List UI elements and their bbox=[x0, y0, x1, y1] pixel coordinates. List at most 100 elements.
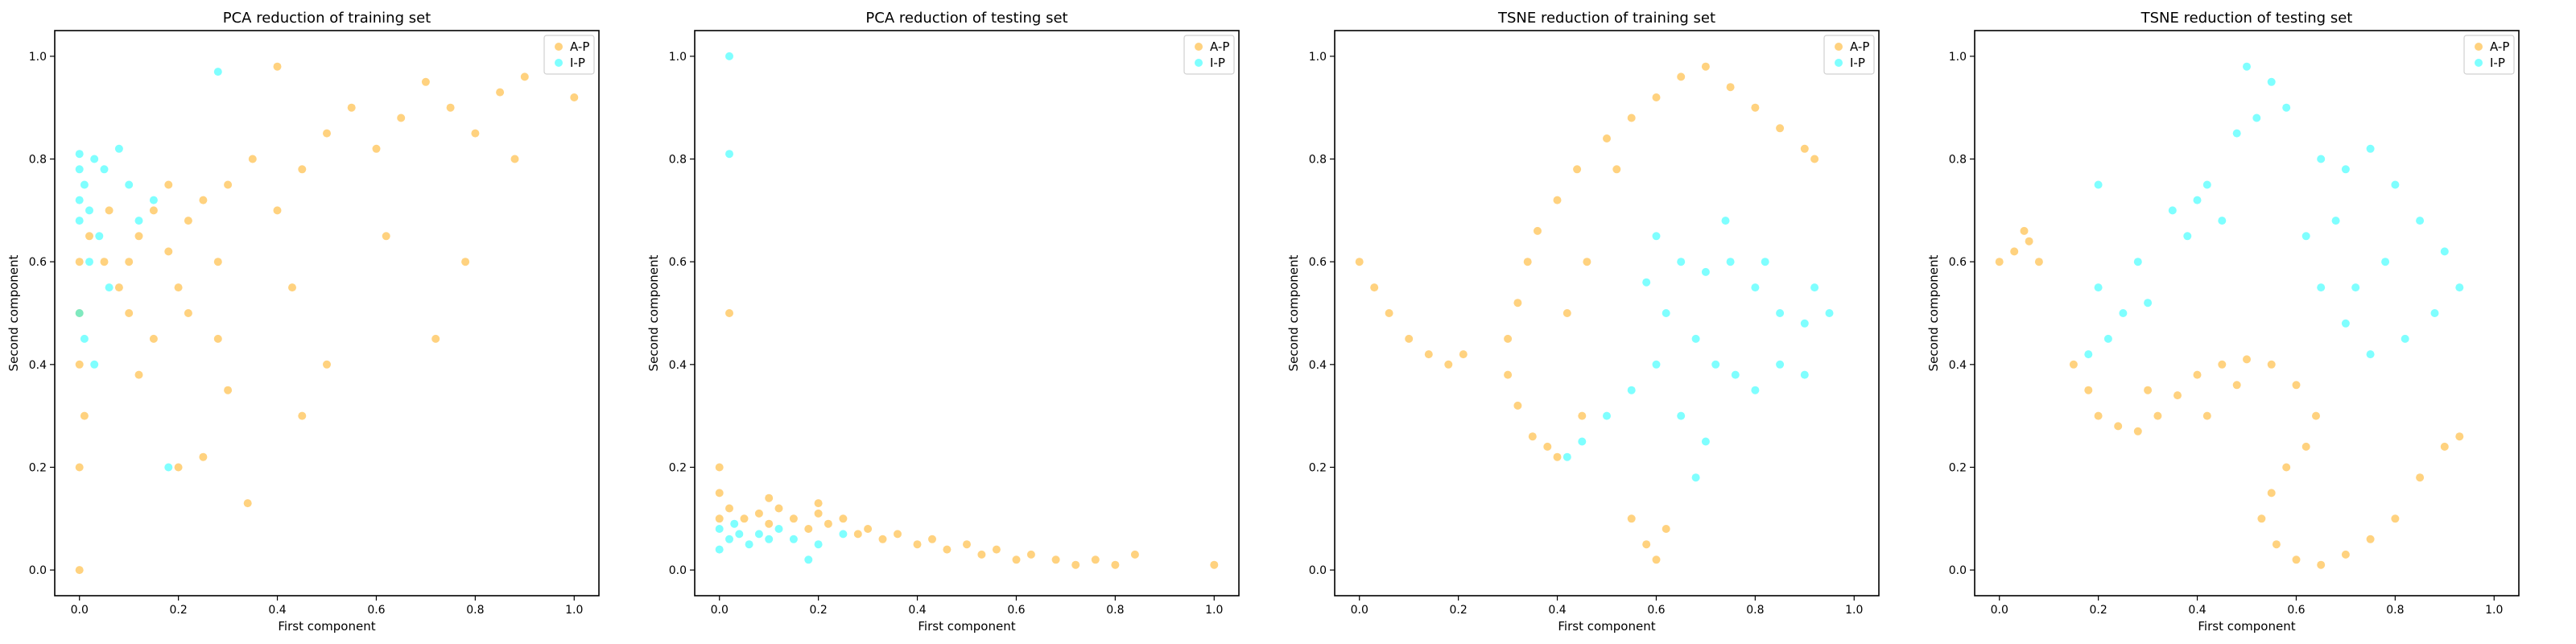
subplot-1-point-a-p-10 bbox=[134, 232, 143, 241]
subplot-4-point-a-p-18 bbox=[2301, 442, 2310, 451]
subplot-2-point-i-p-14 bbox=[804, 555, 813, 564]
subplot-4-point-i-p-11 bbox=[2341, 165, 2350, 174]
subplot-3-point-i-p-6 bbox=[1800, 319, 1809, 328]
subplot-3-point-a-p-7 bbox=[1504, 334, 1513, 343]
subplot-2-point-i-p-5 bbox=[745, 540, 753, 549]
subplot-4-point-a-p-16 bbox=[2292, 381, 2301, 390]
subplot-4-ytick-label-2: 0.4 bbox=[1949, 359, 1967, 372]
subplot-1-xlabel: First component bbox=[278, 619, 375, 634]
subplot-3-point-a-p-32 bbox=[1578, 411, 1587, 420]
subplot-1-point-a-p-33 bbox=[323, 360, 331, 369]
subplot-4-point-a-p-2 bbox=[2025, 237, 2033, 246]
subplot-2-point-a-p-20 bbox=[963, 540, 971, 549]
subplot-4-point-i-p-14 bbox=[2416, 217, 2425, 225]
subplot-2-point-i-p-1 bbox=[725, 150, 733, 159]
subplot-3-point-a-p-23 bbox=[1504, 370, 1513, 379]
subplot-2-point-i-p-9 bbox=[789, 535, 798, 543]
subplot-2-ticks: 0.0 0.2 0.4 0.6 0.8 1.0 0.0 0.2 0.4 0.6 0.8 1.0 bbox=[669, 51, 1224, 617]
subplot-2-point-a-p-3 bbox=[725, 504, 733, 513]
subplot-4-point-i-p-28 bbox=[2084, 350, 2093, 359]
subplot-3-point-i-p-26 bbox=[1810, 283, 1819, 292]
subplot-1-ytick-label-2: 0.4 bbox=[29, 359, 47, 372]
subplot-4-point-a-p-25 bbox=[2341, 550, 2350, 559]
subplot-3-xtick-label-4: 0.8 bbox=[1746, 604, 1764, 617]
subplot-1-point-a-p-21 bbox=[323, 129, 331, 138]
subplot-1-xtick-label-0: 0.0 bbox=[71, 604, 89, 617]
subplot-1-point-a-p-29 bbox=[520, 72, 529, 81]
subplot-2-point-i-p-3 bbox=[725, 535, 733, 543]
subplot-4-point-a-p-24 bbox=[2317, 560, 2326, 569]
subplot-2-point-a-p-0 bbox=[715, 514, 724, 523]
subplot-3-ticks: 0.0 0.2 0.4 0.6 0.8 1.0 0.0 0.2 0.4 0.6 0.8 1.0 bbox=[1309, 51, 1864, 617]
subplot-4-point-a-p-31 bbox=[2202, 411, 2211, 420]
subplot-3-ytick-label-3: 0.6 bbox=[1309, 256, 1327, 269]
subplot-1-point-a-p-13 bbox=[174, 283, 183, 292]
subplot-3-legend-marker-i-p bbox=[1835, 59, 1843, 67]
subplot-2-point-a-p-31 bbox=[725, 309, 733, 317]
subplot-3-point-i-p-14 bbox=[1652, 360, 1661, 369]
subplot-4-xtick-label-1: 0.2 bbox=[2090, 604, 2107, 617]
subplot-1-point-a-p-26 bbox=[446, 103, 455, 112]
subplot-1-point-i-p-5 bbox=[75, 217, 84, 225]
subplot-4-legend-marker-i-p bbox=[2475, 59, 2483, 67]
subplot-1-legend-marker-i-p bbox=[555, 59, 563, 67]
subplot-4-xtick-label-2: 0.4 bbox=[2188, 604, 2206, 617]
subplot-2-point-a-p-26 bbox=[1071, 560, 1080, 569]
subplot-4-ytick-label-3: 0.6 bbox=[1949, 256, 1967, 269]
subplot-3-point-a-p-16 bbox=[1677, 72, 1686, 81]
subplot-4-ytick-label-1: 0.2 bbox=[1949, 461, 1967, 474]
subplot-3-title: TSNE reduction of training set bbox=[1497, 10, 1715, 27]
subplot-4-point-i-p-2 bbox=[2252, 114, 2261, 122]
subplot-4-point-a-p-26 bbox=[2366, 535, 2375, 543]
subplot-1-title: PCA reduction of training set bbox=[223, 10, 431, 27]
subplot-4-point-i-p-19 bbox=[2366, 350, 2375, 359]
subplot-4-point-a-p-9 bbox=[2133, 427, 2142, 436]
subplot-2-point-a-p-29 bbox=[1130, 550, 1139, 559]
subplot-3-axes-frame bbox=[1334, 30, 1880, 597]
subplot-1-xtick-label-1: 0.2 bbox=[170, 604, 188, 617]
subplot-2-point-a-p-19 bbox=[943, 545, 952, 554]
subplot-1-point-i-p-2 bbox=[80, 180, 89, 189]
subplot-4-axes-frame bbox=[1974, 30, 2520, 597]
subplot-4-point-i-p-22 bbox=[2301, 232, 2310, 241]
subplot-2-point-a-p-13 bbox=[853, 530, 862, 539]
subplot-3-point-i-p-3 bbox=[1726, 258, 1735, 266]
subplot-3-point-a-p-34 bbox=[1583, 258, 1591, 266]
subplot-1-xtick-label-5: 1.0 bbox=[565, 604, 583, 617]
subplot-4-point-i-p-17 bbox=[2430, 309, 2439, 317]
subplot-4-point-a-p-27 bbox=[2391, 514, 2400, 523]
subplot-2-point-a-p-6 bbox=[765, 519, 774, 528]
subplot-4-point-a-p-17 bbox=[2312, 411, 2320, 420]
subplot-3-point-i-p-18 bbox=[1563, 452, 1571, 461]
subplot-1-point-i-p-19 bbox=[164, 463, 173, 472]
subplot-3-point-a-p-12 bbox=[1573, 165, 1582, 174]
subplot-1-points bbox=[75, 62, 579, 575]
subplot-4-point-a-p-19 bbox=[2282, 463, 2291, 472]
subplot-3-point-a-p-5 bbox=[1444, 360, 1453, 369]
subplot-1-xtick-label-3: 0.6 bbox=[367, 604, 385, 617]
subplot-1-ytick-label-1: 0.2 bbox=[29, 461, 47, 474]
subplot-3-point-a-p-27 bbox=[1553, 452, 1562, 461]
subplot-3-xtick-label-2: 0.4 bbox=[1548, 604, 1566, 617]
subplot-3-ytick-label-2: 0.4 bbox=[1309, 359, 1327, 372]
subplot-1-point-a-p-47 bbox=[288, 283, 296, 292]
subplot-3-point-a-p-17 bbox=[1701, 62, 1710, 71]
subplot-2-point-a-p-25 bbox=[1051, 555, 1060, 564]
subplot-4-point-i-p-31 bbox=[2144, 299, 2153, 308]
subplot-4-point-a-p-5 bbox=[2069, 360, 2078, 369]
subplot-3-point-a-p-25 bbox=[1528, 432, 1537, 441]
subplot-1-point-a-p-16 bbox=[213, 258, 222, 266]
subplot-1-point-i-p-17 bbox=[149, 196, 158, 204]
subplot-4-ylabel: Second component bbox=[1926, 254, 1941, 371]
subplot-3-point-a-p-2 bbox=[1385, 309, 1393, 317]
subplot-4-point-i-p-13 bbox=[2391, 180, 2400, 189]
subplot-3-point-a-p-0 bbox=[1355, 258, 1364, 266]
subplot-2-point-i-p-11 bbox=[839, 530, 848, 539]
subplot-1: PCA reduction of training set 0.0 0.2 0.4 0… bbox=[6, 10, 600, 634]
subplot-3-legend: A-P I-P bbox=[1823, 35, 1875, 75]
subplot-2-point-i-p-8 bbox=[774, 525, 783, 533]
subplot-1-ytick-label-5: 1.0 bbox=[29, 51, 47, 64]
subplot-3-point-a-p-26 bbox=[1543, 442, 1552, 451]
subplot-4-legend-label-i-p: I-P bbox=[2490, 56, 2505, 70]
subplot-1-point-a-p-12 bbox=[164, 247, 173, 256]
